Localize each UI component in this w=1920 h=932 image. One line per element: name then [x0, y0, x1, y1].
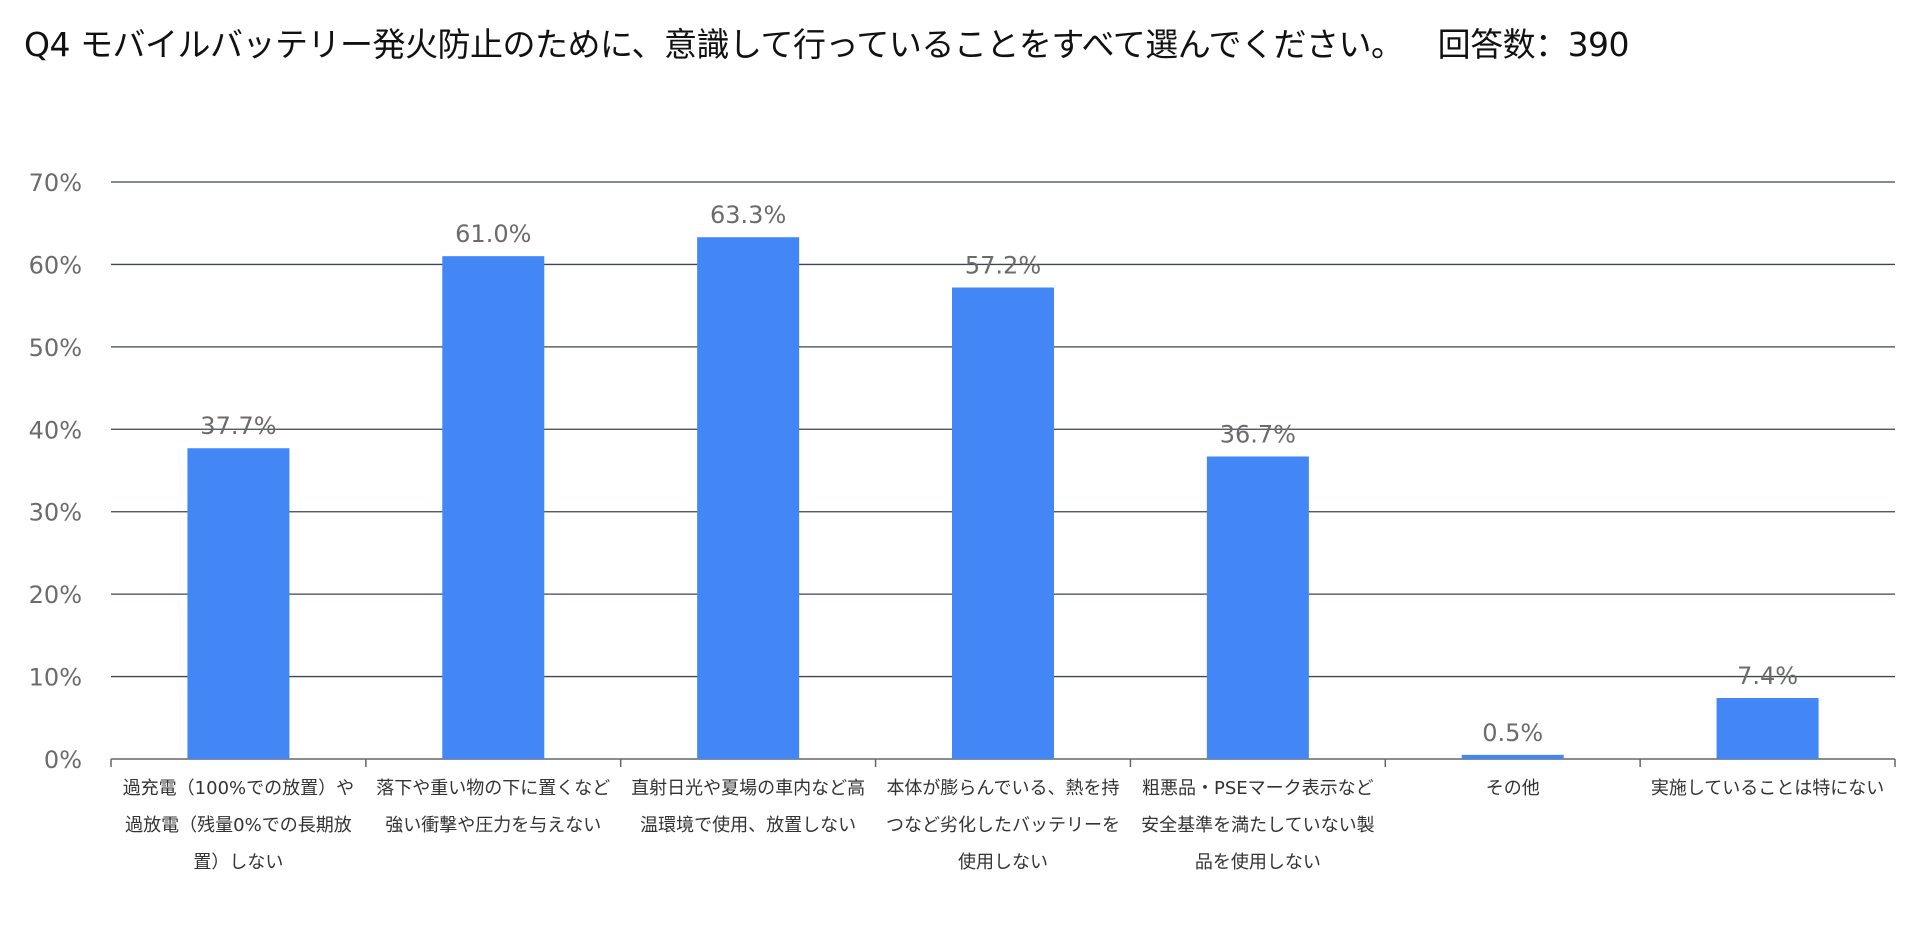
x-category-label: その他 [1485, 778, 1540, 799]
data-label: 36.7% [1220, 420, 1296, 448]
response-count: 回答数：390 [1437, 25, 1630, 64]
y-tick-label: 60% [29, 251, 82, 279]
data-label: 37.7% [200, 412, 276, 440]
bar [187, 448, 290, 759]
question-text: Q4 モバイルバッテリー発火防止のために、意識して行っていることをすべて選んでく… [24, 25, 1404, 64]
y-tick-label: 50% [29, 334, 82, 362]
y-tick-label: 20% [29, 581, 82, 609]
data-label: 7.4% [1737, 662, 1798, 690]
y-tick-label: 40% [29, 416, 82, 444]
bar [697, 237, 800, 759]
x-category-label: 直射日光や夏場の車内など高温環境で使用、放置しない [631, 778, 866, 836]
data-label: 61.0% [455, 220, 531, 248]
y-tick-label: 0% [44, 746, 82, 774]
x-category-label: 本体が膨らんでいる、熱を持つなど劣化したバッテリーを使用しない [886, 778, 1120, 873]
x-category-label: 粗悪品・PSEマーク表示など安全基準を満たしていない製品を使用しない [1141, 778, 1375, 873]
y-tick-label: 70% [29, 169, 82, 197]
x-category-label: 過充電（100%での放置）や過放電（残量0%での長期放置）しない [122, 778, 355, 873]
chart-title: Q4 モバイルバッテリー発火防止のために、意識して行っていることをすべて選んでく… [24, 18, 1630, 66]
data-label: 57.2% [965, 252, 1041, 280]
bar [442, 256, 545, 759]
data-label: 0.5% [1482, 719, 1543, 747]
bar [1461, 754, 1564, 759]
bar [952, 287, 1054, 759]
bar [1716, 698, 1819, 759]
y-tick-label: 10% [29, 664, 82, 692]
x-category-label: 落下や重い物の下に置くなど強い衝撃や圧力を与えない [376, 778, 611, 836]
x-category-label: 実施していることは特にない [1650, 778, 1885, 799]
data-label: 63.3% [710, 201, 786, 229]
bar [1206, 456, 1309, 759]
y-tick-label: 30% [29, 499, 82, 527]
